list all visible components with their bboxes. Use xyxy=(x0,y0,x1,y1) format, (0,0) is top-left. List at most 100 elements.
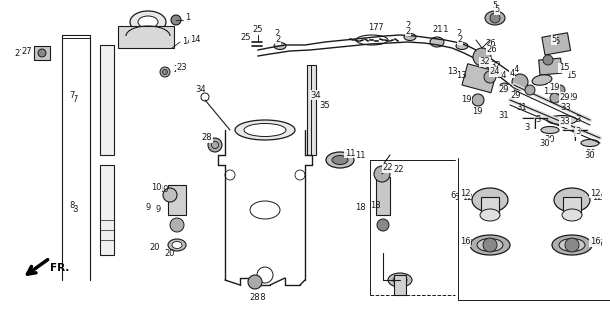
Ellipse shape xyxy=(430,37,444,47)
Text: 4: 4 xyxy=(514,66,519,75)
Ellipse shape xyxy=(547,116,577,124)
Ellipse shape xyxy=(554,188,590,212)
Text: 35: 35 xyxy=(320,100,331,109)
Text: 9: 9 xyxy=(155,205,160,214)
Text: 31: 31 xyxy=(499,110,509,119)
Text: 30: 30 xyxy=(544,135,554,145)
Circle shape xyxy=(374,166,390,182)
Text: 34: 34 xyxy=(310,91,321,100)
Circle shape xyxy=(555,85,565,95)
Ellipse shape xyxy=(532,75,552,85)
Circle shape xyxy=(472,94,484,106)
Text: 2: 2 xyxy=(456,28,461,37)
Text: 5: 5 xyxy=(494,5,500,14)
Text: 18: 18 xyxy=(354,204,365,212)
Ellipse shape xyxy=(456,43,468,50)
Text: 22: 22 xyxy=(382,164,393,172)
Text: 28: 28 xyxy=(200,133,210,142)
Text: 27: 27 xyxy=(14,49,24,58)
Text: 12: 12 xyxy=(462,194,473,203)
Text: 29: 29 xyxy=(560,92,570,101)
Ellipse shape xyxy=(130,11,166,33)
Ellipse shape xyxy=(559,238,585,252)
Bar xyxy=(394,275,406,295)
Text: 33: 33 xyxy=(559,117,570,126)
Text: 16: 16 xyxy=(462,239,473,249)
Text: 16: 16 xyxy=(590,237,600,246)
Text: 28: 28 xyxy=(255,293,265,302)
Bar xyxy=(481,197,499,215)
Text: 8: 8 xyxy=(73,205,77,214)
Text: 1: 1 xyxy=(185,15,190,25)
Text: 24: 24 xyxy=(496,70,506,79)
Text: 25: 25 xyxy=(253,26,264,35)
Text: 16: 16 xyxy=(460,237,470,246)
Bar xyxy=(307,65,316,155)
Ellipse shape xyxy=(404,34,416,41)
Text: 28: 28 xyxy=(202,133,212,142)
Circle shape xyxy=(525,85,535,95)
Text: 2: 2 xyxy=(275,36,281,44)
Text: 21: 21 xyxy=(432,25,443,34)
Text: 27: 27 xyxy=(22,47,32,57)
Text: 16: 16 xyxy=(592,239,603,249)
Text: 3: 3 xyxy=(525,124,529,132)
Text: 19: 19 xyxy=(461,95,472,105)
Text: 3: 3 xyxy=(575,116,580,124)
Text: 19: 19 xyxy=(472,108,483,116)
Bar xyxy=(542,33,570,55)
Text: 33: 33 xyxy=(560,103,571,113)
Text: 2: 2 xyxy=(274,29,279,38)
Text: 21: 21 xyxy=(438,26,448,35)
Circle shape xyxy=(160,67,170,77)
Text: 13: 13 xyxy=(447,68,458,76)
Text: 10: 10 xyxy=(158,186,168,195)
Text: 11: 11 xyxy=(355,150,365,159)
Bar xyxy=(376,177,390,215)
Text: 9: 9 xyxy=(145,203,151,212)
Text: 28: 28 xyxy=(249,293,260,302)
Text: 5: 5 xyxy=(492,2,497,11)
Ellipse shape xyxy=(541,126,559,133)
Ellipse shape xyxy=(485,11,505,25)
Text: 5: 5 xyxy=(551,36,556,44)
Text: 2: 2 xyxy=(405,21,411,30)
Circle shape xyxy=(208,138,222,152)
Circle shape xyxy=(550,93,560,103)
Text: 23: 23 xyxy=(177,63,187,73)
Circle shape xyxy=(543,55,553,65)
Text: 8: 8 xyxy=(70,201,74,210)
Ellipse shape xyxy=(562,209,582,221)
Text: 14: 14 xyxy=(182,37,193,46)
Text: FR.: FR. xyxy=(50,263,70,273)
Bar xyxy=(539,58,562,75)
Ellipse shape xyxy=(235,120,295,140)
Circle shape xyxy=(490,13,500,23)
Text: 3: 3 xyxy=(535,116,540,124)
Text: 12: 12 xyxy=(460,188,470,197)
Text: 19: 19 xyxy=(543,87,553,97)
Text: 10: 10 xyxy=(151,183,161,193)
Text: 35: 35 xyxy=(320,100,330,109)
Text: 2: 2 xyxy=(458,36,462,44)
Text: 15: 15 xyxy=(566,70,576,79)
Text: 23: 23 xyxy=(173,66,184,75)
Ellipse shape xyxy=(168,239,186,251)
Text: 26: 26 xyxy=(487,45,497,54)
Text: 31: 31 xyxy=(516,103,526,113)
Text: 32: 32 xyxy=(490,61,501,70)
Ellipse shape xyxy=(274,43,286,50)
Text: 24: 24 xyxy=(490,68,500,76)
Circle shape xyxy=(499,83,509,93)
Text: 5: 5 xyxy=(554,37,559,46)
Text: 6: 6 xyxy=(453,194,458,203)
Circle shape xyxy=(484,71,496,83)
Ellipse shape xyxy=(470,235,510,255)
Text: 12: 12 xyxy=(592,194,603,203)
Text: 6: 6 xyxy=(450,190,456,199)
Text: 1: 1 xyxy=(185,13,190,22)
Text: 11: 11 xyxy=(345,148,355,157)
Text: 32: 32 xyxy=(479,58,490,67)
Text: 22: 22 xyxy=(393,165,403,174)
Ellipse shape xyxy=(138,16,158,28)
